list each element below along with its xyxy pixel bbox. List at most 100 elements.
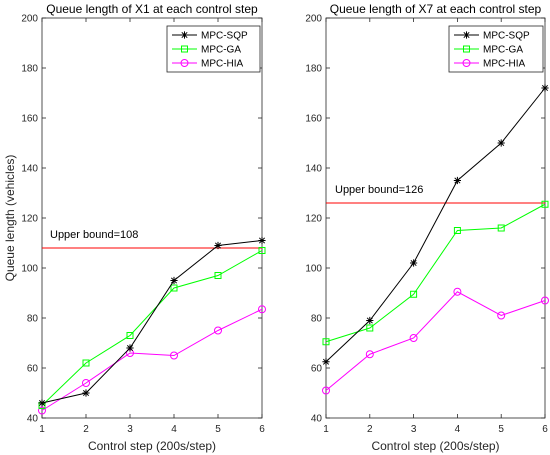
y-tick-label: 80 [311, 314, 323, 325]
upper-bound-label: Upper bound=108 [50, 229, 138, 241]
data-point [462, 59, 471, 67]
x-tick-label: 2 [83, 424, 89, 435]
chart-panel-1: 40 60 80 100 120 140 160 180 200 1 2 3 4 5 6 Queue leng… [3, 2, 266, 453]
y-tick-label: 40 [311, 414, 323, 425]
data-point [82, 389, 90, 397]
data-point [258, 305, 266, 314]
legend-label: MPC-SQP [483, 31, 530, 42]
data-point [462, 31, 471, 39]
data-point [541, 200, 549, 208]
series-line [325, 291, 546, 391]
legend-label: MPC-GA [201, 45, 241, 56]
chart-title: Queue length of X1 at each control step [46, 2, 258, 16]
y-tick-label: 40 [27, 414, 39, 425]
y-tick-label: 160 [21, 114, 38, 125]
data-point [453, 287, 462, 296]
y-tick-label: 200 [305, 14, 322, 25]
plot-area [41, 17, 263, 419]
y-tick-label: 60 [311, 364, 323, 375]
data-point [365, 350, 374, 359]
data-point [82, 379, 90, 387]
chart-panel-2: 40 60 80 100 120 140 160 180 200 1 2 3 4 5 6 Queue leng… [305, 2, 549, 453]
data-point [180, 31, 189, 39]
plot-area [325, 17, 546, 419]
data-point [38, 406, 46, 415]
data-point [497, 224, 505, 232]
upper-bound-label: Upper bound=126 [335, 184, 423, 196]
data-point [258, 247, 266, 254]
data-point [410, 290, 418, 298]
x-tick-label: 3 [127, 424, 133, 435]
y-tick-label: 120 [21, 214, 38, 225]
data-point [541, 296, 549, 305]
y-tick-label: 100 [305, 264, 322, 275]
series-line [41, 308, 263, 411]
series-mpc-ga [38, 247, 266, 409]
x-tick-label: 1 [39, 424, 45, 435]
y-tick-label: 140 [21, 164, 38, 175]
data-point [366, 316, 374, 325]
series-mpc-hia [322, 287, 549, 395]
legend-label: MPC-HIA [201, 59, 244, 70]
y-tick-label: 180 [21, 64, 38, 75]
data-point [214, 326, 222, 335]
y-tick-label: 140 [305, 164, 322, 175]
data-point [497, 311, 506, 320]
legend: MPC-SQP MPC-GA MPC-HIA [448, 25, 544, 73]
x-tick-label: 4 [455, 424, 461, 435]
legend-label: MPC-HIA [483, 59, 526, 70]
y-tick-label: 80 [27, 314, 39, 325]
y-tick-label: 180 [305, 64, 322, 75]
y-tick-label: 120 [305, 214, 322, 225]
y-tick-label: 60 [27, 364, 39, 375]
series-line [41, 250, 263, 406]
data-point [322, 386, 330, 395]
data-point [366, 324, 374, 332]
x-tick-label: 5 [498, 424, 504, 435]
data-point [214, 272, 222, 279]
y-tick-label: 160 [305, 114, 322, 125]
data-point [453, 227, 461, 234]
x-axis-label: Control step (200s/step) [88, 439, 216, 453]
data-point [82, 359, 90, 367]
x-tick-label: 4 [171, 424, 177, 435]
data-point [126, 344, 134, 352]
x-axis-label: Control step (200s/step) [371, 439, 499, 453]
series-mpc-sqp [322, 84, 549, 366]
x-tick-label: 3 [411, 424, 417, 435]
series-line [41, 240, 263, 404]
data-point [180, 59, 189, 67]
data-point [322, 358, 330, 366]
data-point [453, 176, 461, 185]
y-tick-label: 200 [21, 14, 38, 25]
series-mpc-ga [322, 200, 549, 346]
data-point [497, 139, 505, 147]
legend-label: MPC-GA [483, 45, 523, 56]
data-point [126, 332, 134, 339]
series-line [325, 87, 546, 363]
chart-title: Queue length of X7 at each control step [330, 2, 542, 16]
data-point [463, 45, 470, 53]
data-point [322, 338, 330, 346]
legend: MPC-SQP MPC-GA MPC-HIA [166, 25, 261, 73]
data-point [258, 236, 266, 245]
series-mpc-sqp [38, 236, 266, 407]
data-point [38, 399, 46, 407]
x-tick-label: 5 [215, 424, 221, 435]
data-point [410, 259, 418, 267]
legend-label: MPC-SQP [201, 31, 248, 42]
x-tick-label: 1 [323, 424, 329, 435]
y-axis-label: Queue length (vehicles) [3, 155, 17, 282]
data-point [170, 351, 178, 360]
y-tick-label: 100 [21, 264, 38, 275]
data-point [170, 276, 178, 285]
data-point [409, 334, 418, 342]
data-point [181, 45, 188, 53]
data-point [170, 284, 178, 292]
data-point [541, 84, 549, 92]
series-mpc-hia [38, 305, 266, 415]
x-tick-label: 2 [367, 424, 373, 435]
x-tick-label: 6 [542, 424, 548, 435]
series-line [325, 203, 546, 343]
